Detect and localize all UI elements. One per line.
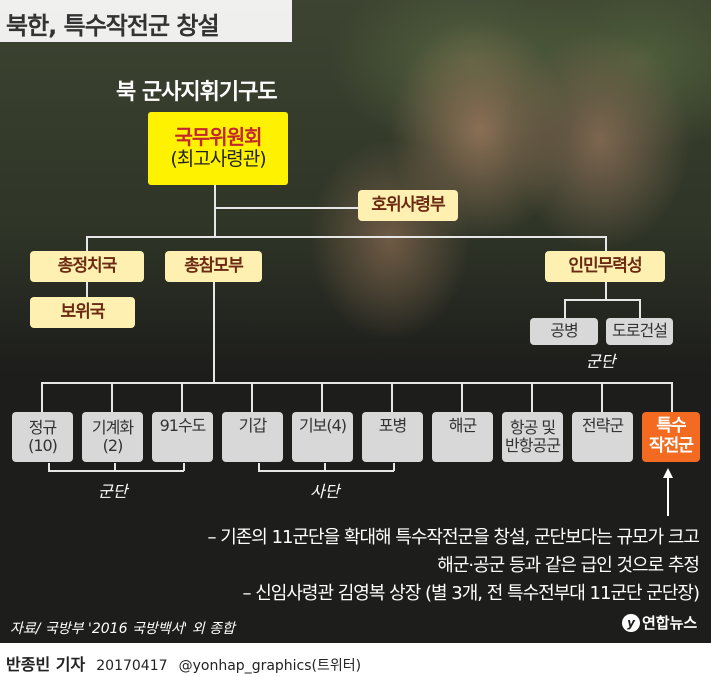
unit-label: 반항공군 xyxy=(505,436,561,455)
author: 반종빈 기자 xyxy=(6,655,86,674)
unit-box: 항공 및 반항공군 xyxy=(502,412,563,462)
unit-box: 기계화 (2) xyxy=(82,412,143,462)
unit-label: (2) xyxy=(102,436,124,455)
connector xyxy=(531,382,533,412)
national-defence-commission-box: 국무위원회 (최고사령관) xyxy=(148,112,288,185)
unit-label: 작전군 xyxy=(649,436,694,456)
bracket xyxy=(183,463,185,471)
unit-label: 기갑 xyxy=(238,416,267,435)
ministry-corps-label: 군단 xyxy=(586,352,616,371)
logo-text: 연합뉴스 xyxy=(642,614,698,632)
unit-box: 포병 xyxy=(362,412,423,462)
connector xyxy=(601,382,603,412)
arrow-up-icon xyxy=(663,468,673,516)
unit-label: (10) xyxy=(28,436,58,455)
unit-box: 전략군 xyxy=(572,412,633,462)
bracket xyxy=(48,463,50,471)
security-bureau-box: 보위국 xyxy=(30,297,135,328)
connector xyxy=(41,382,43,412)
connector xyxy=(251,382,253,412)
connector xyxy=(564,299,566,318)
connector xyxy=(639,299,641,318)
unit-label: 해군 xyxy=(448,416,477,435)
bracket xyxy=(258,463,260,471)
unit-label: 전략군 xyxy=(581,416,624,435)
twitter-handle[interactable]: @yonhap_graphics(트위터) xyxy=(178,658,362,674)
connector xyxy=(213,282,215,383)
connector xyxy=(564,299,640,301)
unit-label: 특수 xyxy=(656,416,686,437)
bracket xyxy=(393,463,395,471)
unit-label: 항공 및 xyxy=(509,417,556,437)
general-staff-box: 총참모부 xyxy=(165,251,262,282)
connector xyxy=(671,382,673,412)
unit-box: 91수도 xyxy=(152,412,213,462)
unit-box: 기갑 xyxy=(222,412,283,462)
unit-label: 포병 xyxy=(378,416,407,435)
division-label: 사단 xyxy=(310,482,340,501)
engineer-box: 공병 xyxy=(530,318,598,345)
note-line-2: 해군·공군 등과 같은 급인 것으로 추정 xyxy=(437,555,700,576)
yonhap-logo: y 연합뉴스 xyxy=(622,612,697,633)
unit-box: 해군 xyxy=(432,412,493,462)
connector xyxy=(86,236,606,238)
connector xyxy=(214,207,408,209)
bracket xyxy=(258,470,394,472)
connector xyxy=(461,382,463,412)
unit-box: 정규 (10) xyxy=(12,412,73,462)
connector xyxy=(605,236,607,251)
top-name: 국무위원회 xyxy=(174,125,263,150)
bracket xyxy=(114,463,116,471)
corps-label: 군단 xyxy=(98,482,128,501)
road-construction-box: 도로건설 xyxy=(606,318,673,345)
connector xyxy=(86,236,88,251)
unit-label: 기계화 xyxy=(91,417,134,437)
special-operations-forces-box: 특수 작전군 xyxy=(642,412,700,462)
note-line-1: – 기존의 11군단을 확대해 특수작전군을 창설, 군단보다는 규모가 크고 xyxy=(207,527,700,548)
unit-label: 기보(4) xyxy=(298,416,347,435)
connector xyxy=(321,382,323,412)
connector xyxy=(181,382,183,412)
date: 20170417 xyxy=(96,658,168,674)
bracket xyxy=(324,463,326,471)
byline: 반종빈 기자 20170417 @yonhap_graphics(트위터) xyxy=(6,651,361,675)
connector xyxy=(214,185,216,237)
connector xyxy=(605,282,607,300)
connector xyxy=(86,282,88,298)
connector xyxy=(391,382,393,412)
note-line-3: – 신임사령관 김영복 상장 (별 3개, 전 특수전부대 11군단 군단장) xyxy=(242,583,700,604)
bracket xyxy=(48,470,184,472)
guard-command-box: 호위사령부 xyxy=(358,190,458,221)
connector xyxy=(42,382,672,384)
page-title: 북한, 특수작전군 창설 xyxy=(0,0,292,42)
connector xyxy=(111,382,113,412)
diagram-subtitle: 북 군사지휘기구도 xyxy=(116,80,278,105)
unit-label: 정규 xyxy=(28,417,57,437)
yonhap-logo-mark-icon: y xyxy=(622,613,640,632)
unit-label: 91수도 xyxy=(159,416,207,435)
unit-box: 기보(4) xyxy=(292,412,353,462)
source-text: 자료/ 국방부 '2016 국방백서' 외 종합 xyxy=(10,621,235,637)
top-sub: (최고사령관) xyxy=(170,148,266,171)
ministry-box: 인민무력성 xyxy=(545,251,665,282)
general-political-bureau-box: 총정치국 xyxy=(30,251,144,282)
